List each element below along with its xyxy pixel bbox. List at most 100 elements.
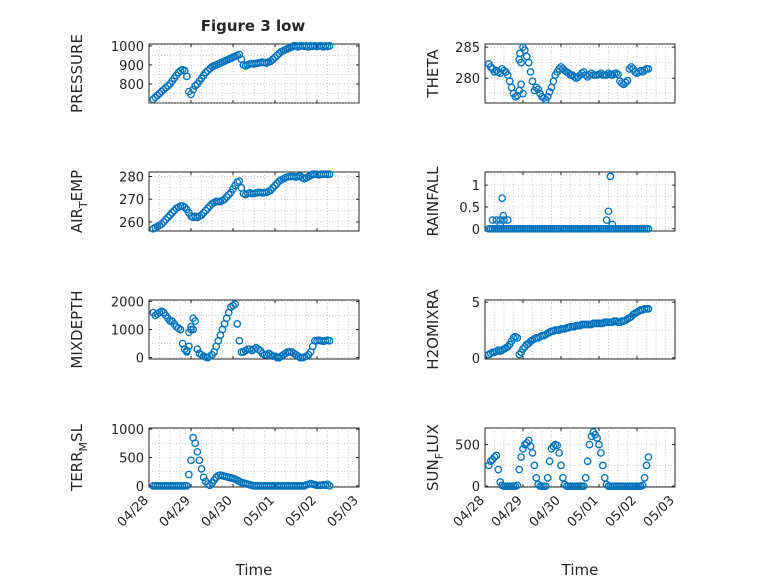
data-point xyxy=(598,461,607,470)
data-point xyxy=(543,474,552,482)
panel-4: 0 0.5 1 RAINFALL xyxy=(424,166,676,238)
data-point xyxy=(597,449,605,457)
data-point xyxy=(187,456,195,465)
data-point xyxy=(157,220,166,229)
data-point xyxy=(543,92,552,101)
data-point xyxy=(515,465,524,474)
data-point xyxy=(606,172,615,181)
y-axis-label: SUNFLUX xyxy=(424,424,446,491)
data-point xyxy=(222,193,231,201)
data-point xyxy=(201,68,210,77)
y-tick-label: 1000 xyxy=(111,324,144,339)
data-point xyxy=(273,51,281,60)
data-point xyxy=(203,204,212,213)
y-axis-label: H2OMIXRA xyxy=(424,289,442,370)
data-point xyxy=(517,453,525,461)
data-point xyxy=(182,348,191,356)
data-point xyxy=(602,216,611,224)
data-point xyxy=(176,325,185,334)
y-tick-label: 1000 xyxy=(111,423,144,438)
data-point xyxy=(513,481,522,490)
data-point xyxy=(503,216,512,224)
data-point xyxy=(161,83,170,92)
panel-8: 0 500 04/28 04/29 04/30 05/01 05/02 05/03 Time SU… xyxy=(424,424,678,579)
data-point xyxy=(494,465,503,474)
data-point xyxy=(621,78,630,87)
data-point xyxy=(203,66,212,75)
data-point xyxy=(513,333,522,342)
x-tick-label: 05/01 xyxy=(565,493,602,530)
data-point xyxy=(164,82,172,90)
data-point xyxy=(608,220,617,229)
data-point xyxy=(325,42,334,50)
data-point xyxy=(585,440,594,449)
data-point xyxy=(486,457,495,466)
y-tick-label: 0 xyxy=(472,352,480,367)
data-point xyxy=(499,211,508,220)
data-point xyxy=(182,72,191,81)
x-tick-label: 04/29 xyxy=(157,493,194,530)
data-point xyxy=(534,85,543,94)
data-point xyxy=(193,447,202,456)
data-point xyxy=(325,336,334,345)
y-axis-label: AIRTEMP xyxy=(68,170,90,233)
y-tick-label: 500 xyxy=(119,452,144,467)
data-point xyxy=(199,208,208,217)
x-tick-label: 05/02 xyxy=(283,493,320,530)
data-point xyxy=(193,345,202,354)
data-point xyxy=(206,481,214,490)
y-tick-label: 280 xyxy=(455,72,480,87)
data-point xyxy=(269,55,277,64)
data-point xyxy=(528,449,537,457)
plot-area xyxy=(484,171,676,232)
data-point xyxy=(199,473,208,482)
data-point xyxy=(195,456,204,465)
x-tick-label: 05/01 xyxy=(241,493,278,530)
data-point xyxy=(555,449,563,457)
data-point xyxy=(642,461,651,470)
y-tick-label: 800 xyxy=(119,78,144,93)
y-tick-label: 1 xyxy=(472,179,480,194)
data-point xyxy=(644,224,653,233)
y-tick-label: 0.5 xyxy=(459,201,480,216)
x-tick-label: 04/30 xyxy=(199,493,236,530)
data-point xyxy=(323,480,332,489)
data-point xyxy=(500,216,508,224)
y-axis-label: PRESSURE xyxy=(68,34,86,113)
panel-3: 260 270 280 AIRTEMP xyxy=(68,170,360,233)
data-point xyxy=(579,482,588,491)
x-axis-label: Time xyxy=(235,561,273,579)
data-point xyxy=(191,439,200,448)
data-point xyxy=(235,50,244,59)
data-point xyxy=(189,325,197,334)
data-point xyxy=(496,220,505,229)
data-point xyxy=(604,207,613,216)
data-point xyxy=(640,474,649,482)
data-point xyxy=(484,461,493,470)
data-point xyxy=(600,474,609,482)
y-tick-label: 900 xyxy=(119,59,144,74)
figure-title: Figure 3 low xyxy=(201,17,306,35)
data-point xyxy=(583,457,592,466)
data-point xyxy=(168,208,176,217)
data-point xyxy=(585,71,594,79)
data-point xyxy=(524,58,533,67)
y-tick-label: 5 xyxy=(472,296,480,311)
y-tick-label: 270 xyxy=(119,193,144,208)
data-point xyxy=(191,82,200,90)
y-axis-label: THETA xyxy=(424,49,442,99)
data-point xyxy=(325,170,334,179)
panel-5: 0 1000 2000 MIXDEPTH xyxy=(68,290,360,369)
panel-7: 0 500 1000 04/28 04/29 04/30 05/01 05/02 05/03 Ti… xyxy=(68,423,362,579)
y-tick-label: 1000 xyxy=(111,40,144,55)
data-point xyxy=(224,190,233,199)
data-point xyxy=(519,444,527,453)
y-axis-label: MIXDEPTH xyxy=(68,290,86,368)
x-tick-label: 04/30 xyxy=(527,493,564,530)
data-point xyxy=(528,77,537,86)
data-point xyxy=(151,93,160,102)
x-tick-label: 05/02 xyxy=(603,493,640,530)
y-tick-label: 2000 xyxy=(111,295,144,310)
panel-2: 280 285 THETA xyxy=(424,41,676,104)
